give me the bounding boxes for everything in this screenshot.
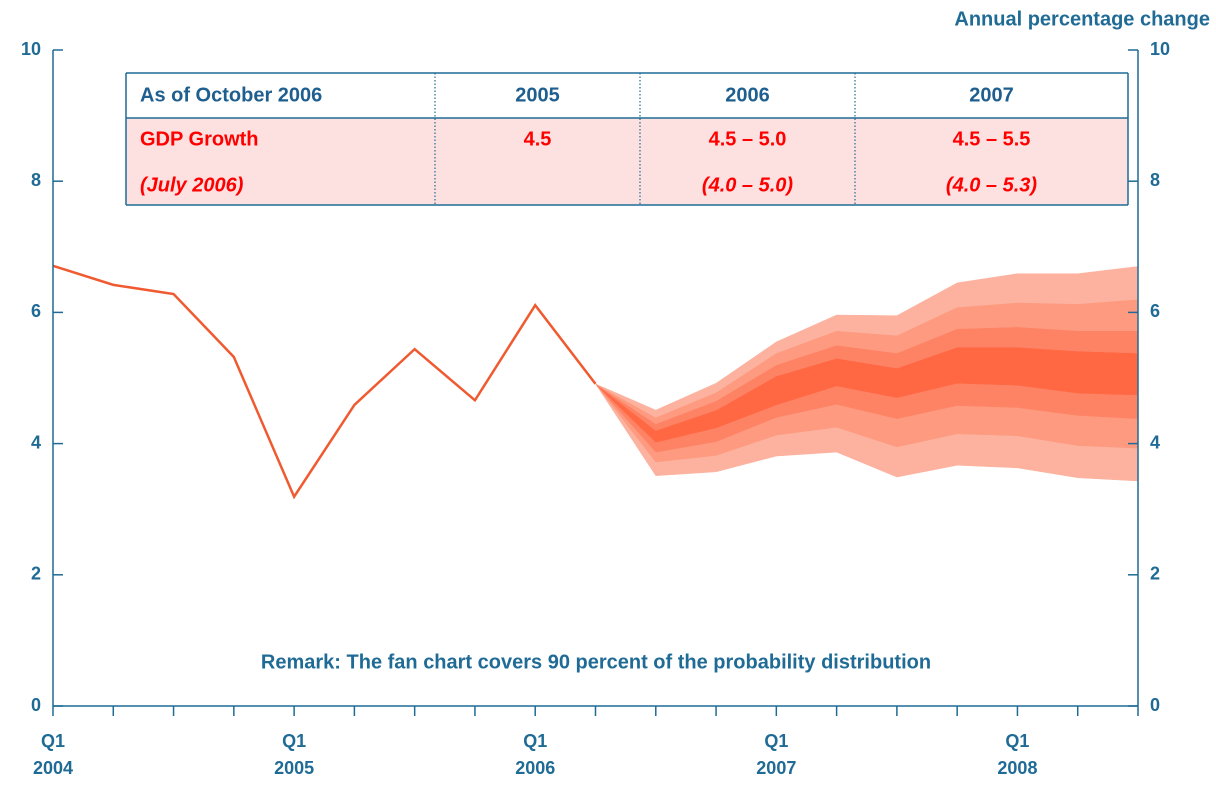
y-tick-label: 2 xyxy=(31,564,41,584)
x-tick-label: 2005 xyxy=(274,758,314,778)
table-header-cell: 2006 xyxy=(725,84,770,106)
x-tick-label: Q1 xyxy=(1005,731,1029,751)
table-cell: (July 2006) xyxy=(140,174,244,196)
table-header-cell: 2007 xyxy=(969,84,1014,106)
x-tick-label: Q1 xyxy=(282,731,306,751)
table-cell: 4.5 – 5.0 xyxy=(709,128,787,150)
y-tick-label: 10 xyxy=(21,39,41,59)
y2-tick-label: 2 xyxy=(1150,564,1160,584)
table-cell: GDP Growth xyxy=(140,128,259,150)
y-tick-label: 8 xyxy=(31,170,41,190)
x-tick-label: Q1 xyxy=(764,731,788,751)
y2-tick-label: 4 xyxy=(1150,432,1160,452)
y2-tick-label: 8 xyxy=(1150,170,1160,190)
y2-axis-label: Annual percentage change xyxy=(954,8,1210,30)
x-tick-label: 2004 xyxy=(33,758,73,778)
x-tick-label: 2006 xyxy=(515,758,555,778)
y-tick-label: 0 xyxy=(31,695,41,715)
x-tick-label: 2007 xyxy=(756,758,796,778)
y2-tick-label: 0 xyxy=(1150,695,1160,715)
y-tick-label: 4 xyxy=(31,432,41,452)
table-cell: (4.0 – 5.3) xyxy=(946,174,1038,196)
x-tick-label: Q1 xyxy=(41,731,65,751)
table-header-bg xyxy=(126,73,1128,118)
table-header-cell: 2005 xyxy=(515,84,560,106)
table-cell: 4.5 xyxy=(524,128,552,150)
line xyxy=(52,264,597,500)
x-tick-label: 2008 xyxy=(997,758,1037,778)
table-header-cell: As of October 2006 xyxy=(140,84,322,106)
table-cell: 4.5 – 5.5 xyxy=(953,128,1031,150)
x-tick-label: Q1 xyxy=(523,731,547,751)
y2-tick-label: 6 xyxy=(1150,301,1160,321)
table-body-bg xyxy=(126,118,1128,205)
y2-tick-label: 10 xyxy=(1150,39,1170,59)
annotation: Remark: The fan chart covers 90 percent … xyxy=(261,651,931,673)
y-tick-label: 6 xyxy=(31,301,41,321)
table-cell: (4.0 – 5.0) xyxy=(702,174,794,196)
